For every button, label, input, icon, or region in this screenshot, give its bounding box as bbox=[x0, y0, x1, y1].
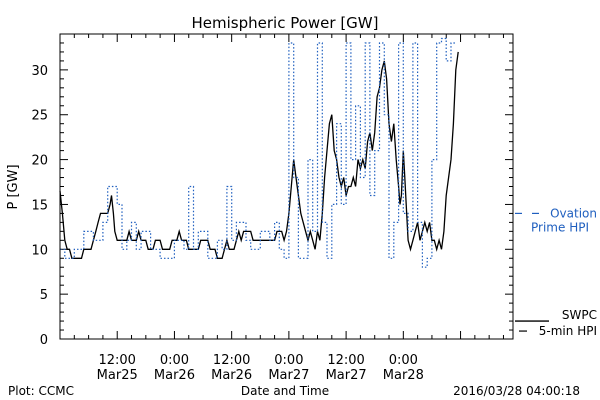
x-axis-label: Date and Time bbox=[241, 384, 329, 398]
x-tick-date-label: Mar27 bbox=[268, 368, 309, 383]
y-tick-label: 0 bbox=[40, 333, 48, 348]
y-tick-label: 10 bbox=[31, 243, 48, 258]
series-layer bbox=[59, 37, 459, 268]
footer-credit: Plot: CCMC bbox=[8, 384, 74, 398]
y-axis-label: P [GW] bbox=[6, 164, 21, 209]
x-tick-date-label: Mar27 bbox=[326, 368, 367, 383]
legend-ovation-label-2: Prime HPI bbox=[531, 220, 589, 234]
y-tick-label: 20 bbox=[31, 154, 48, 169]
legend-swpc-label: SWPC bbox=[562, 308, 597, 322]
x-tick-date-label: Mar26 bbox=[211, 368, 252, 383]
ovation-prime-hpi-line bbox=[60, 37, 456, 268]
x-tick-time-label: 0:00 bbox=[389, 353, 418, 368]
x-tick-time-label: 0:00 bbox=[160, 353, 189, 368]
y-tick-label: 30 bbox=[31, 64, 48, 79]
legend-swpc-label-2: 5-min HPI bbox=[539, 324, 597, 338]
y-tick-label: 15 bbox=[31, 198, 48, 213]
footer-timestamp: 2016/03/28 04:00:18 bbox=[453, 384, 580, 398]
plot-frame bbox=[59, 33, 514, 340]
x-tick-time-label: 12:00 bbox=[98, 353, 135, 368]
x-tick-date-label: Mar25 bbox=[97, 368, 138, 383]
x-axis-ticks: 12:00Mar250:00Mar2612:00Mar260:00Mar2712… bbox=[73, 34, 504, 383]
legend-ovation-label: Ovation bbox=[550, 206, 597, 220]
y-tick-label: 25 bbox=[31, 109, 48, 124]
y-axis-ticks: 0 5 10 15 20 25 30 bbox=[31, 33, 513, 348]
x-tick-time-label: 0:00 bbox=[274, 353, 303, 368]
x-tick-date-label: Mar28 bbox=[383, 368, 424, 383]
y-tick-label: 5 bbox=[40, 288, 48, 303]
x-tick-time-label: 12:00 bbox=[327, 353, 364, 368]
x-tick-date-label: Mar26 bbox=[154, 368, 195, 383]
x-tick-time-label: 12:00 bbox=[213, 353, 250, 368]
chart-title: Hemispheric Power [GW] bbox=[192, 14, 379, 32]
